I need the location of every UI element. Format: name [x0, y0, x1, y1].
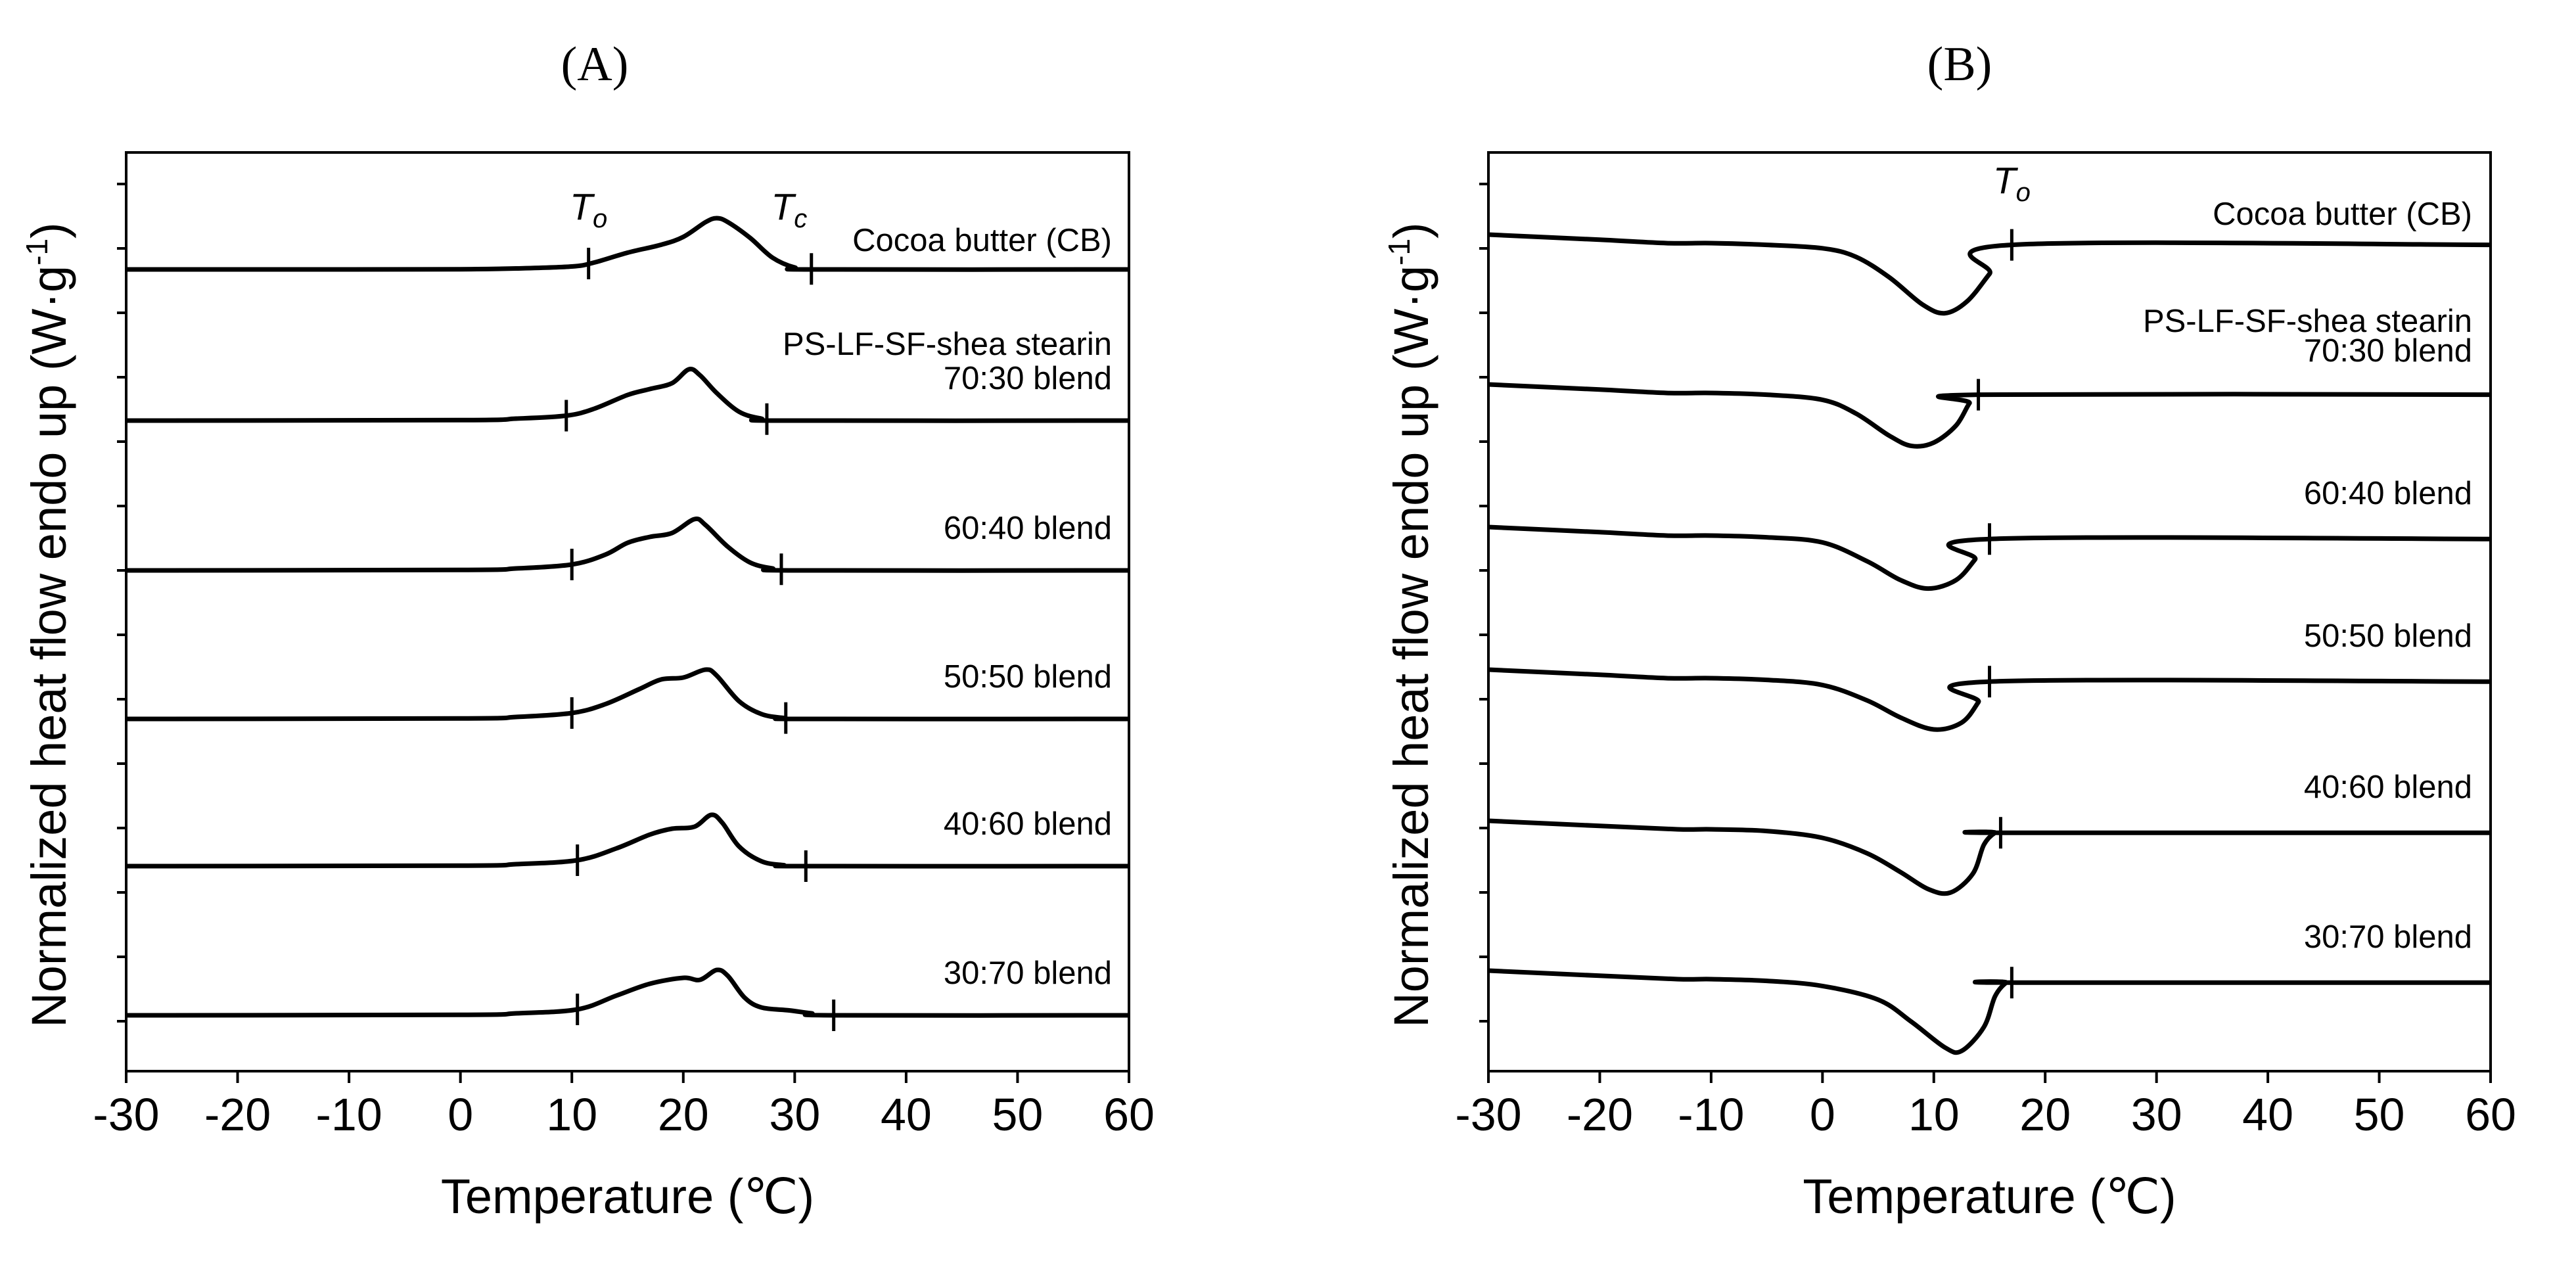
x-tick-label: 60 [1103, 1089, 1155, 1140]
series-label: 30:70 blend [944, 956, 1112, 991]
series-label: 60:40 blend [2304, 476, 2472, 511]
x-tick-label: 40 [881, 1089, 932, 1140]
series-line [1488, 667, 2491, 732]
marker-label: To [1993, 160, 2031, 207]
y-axis-title: Normalized heat flow endo up (W·g-1) [1382, 222, 1438, 1027]
x-tick-label: 0 [1810, 1089, 1835, 1140]
series-label: 70:30 blend [944, 361, 1112, 396]
panel-a: (A) -30 -20 -10 0 10 20 30 40 50 60 Temperature (℃)… [20, 37, 1155, 1224]
series-line [126, 367, 1130, 423]
series-label: Cocoa butter (CB) [852, 223, 1112, 258]
x-tick-label: 60 [2465, 1089, 2516, 1140]
x-tick-label: 40 [2242, 1089, 2293, 1140]
marker-label: Tc [771, 186, 807, 233]
series-line [1488, 818, 2491, 896]
series-line [126, 812, 1130, 869]
x-tick-label: -20 [204, 1089, 271, 1140]
plot-frame [125, 151, 1130, 1072]
series-label: 30:70 blend [2304, 919, 2472, 955]
x-tick-label: 10 [546, 1089, 597, 1140]
x-tick-label: 50 [992, 1089, 1044, 1140]
x-tick-label: 20 [2019, 1089, 2071, 1140]
series-label: 70:30 blend [2304, 333, 2472, 369]
series-line [126, 216, 1130, 272]
x-tick-label: 10 [1908, 1089, 1960, 1140]
series-group-header: PS-LF-SF-shea stearin [2143, 304, 2472, 339]
series-line [1488, 524, 2491, 591]
series-line [1488, 232, 2491, 316]
series-line [126, 667, 1130, 722]
x-tick-label: -10 [1678, 1089, 1744, 1140]
x-tick-label: -30 [1455, 1089, 1521, 1140]
panel-b: (B) -30 -20 -10 0 10 20 30 40 50 60 Temperature (℃)… [1382, 37, 2516, 1224]
x-tick-label: -30 [93, 1089, 159, 1140]
x-tick-label: 30 [2131, 1089, 2182, 1140]
series-label: 50:50 blend [2304, 618, 2472, 654]
x-axis-title: Temperature (℃) [441, 1169, 814, 1224]
series-label: 50:50 blend [944, 659, 1112, 695]
x-tick-label: 50 [2354, 1089, 2405, 1140]
y-axis-title: Normalized heat flow endo up (W·g-1) [20, 222, 76, 1027]
series-line [1488, 968, 2491, 1055]
series-line [126, 967, 1130, 1018]
series-label: 40:60 blend [2304, 770, 2472, 805]
x-tick-label: 20 [658, 1089, 709, 1140]
x-tick-label: 30 [769, 1089, 820, 1140]
panel-label: (B) [1927, 37, 1992, 91]
marker-label: To [570, 186, 607, 233]
x-tick-label: 0 [448, 1089, 473, 1140]
x-tick-label: -10 [316, 1089, 382, 1140]
plot-frame [1487, 151, 2492, 1072]
x-axis-title: Temperature (℃) [1803, 1169, 2176, 1224]
series-line [1488, 382, 2491, 449]
series-line [126, 517, 1130, 573]
panel-label: (A) [561, 37, 629, 91]
series-label: 60:40 blend [944, 511, 1112, 546]
series-group-header: PS-LF-SF-shea stearin [783, 327, 1112, 362]
series-label: 40:60 blend [944, 806, 1112, 842]
series-label: Cocoa butter (CB) [2213, 196, 2472, 232]
x-tick-label: -20 [1567, 1089, 1633, 1140]
